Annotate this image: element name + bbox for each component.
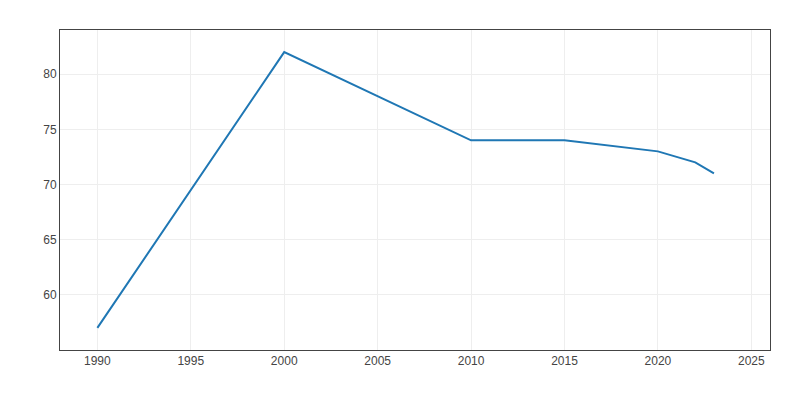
svg-text:2025: 2025 xyxy=(738,354,765,368)
svg-text:1995: 1995 xyxy=(177,354,204,368)
svg-text:60: 60 xyxy=(43,288,57,302)
svg-text:2005: 2005 xyxy=(364,354,391,368)
svg-text:2015: 2015 xyxy=(551,354,578,368)
svg-text:75: 75 xyxy=(43,123,57,137)
svg-text:2000: 2000 xyxy=(271,354,298,368)
svg-text:2010: 2010 xyxy=(458,354,485,368)
svg-text:2020: 2020 xyxy=(645,354,672,368)
svg-text:70: 70 xyxy=(43,178,57,192)
svg-text:65: 65 xyxy=(43,233,57,247)
svg-text:80: 80 xyxy=(43,67,57,81)
svg-text:1990: 1990 xyxy=(84,354,111,368)
